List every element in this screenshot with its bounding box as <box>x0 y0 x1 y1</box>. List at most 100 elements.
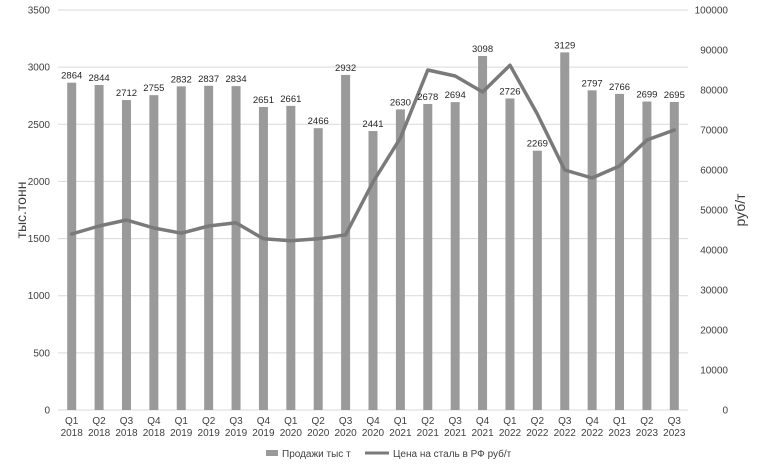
bar <box>505 98 515 410</box>
x-tick-label-quarter: Q1 <box>503 416 517 427</box>
x-tick-label-quarter: Q1 <box>175 416 189 427</box>
x-tick-label-year: 2019 <box>170 428 193 439</box>
left-tick-label: 3500 <box>28 6 51 17</box>
bar <box>450 102 460 410</box>
bar <box>341 74 351 411</box>
left-tick-label: 1000 <box>28 291 51 302</box>
right-tick-label: 60000 <box>700 166 728 177</box>
bar-data-label: 2661 <box>280 94 301 105</box>
x-tick-label-year: 2018 <box>143 428 166 439</box>
bar <box>560 52 570 411</box>
bar-data-label: 2630 <box>390 97 411 108</box>
right-axis-ticks: 0 10000 20000 30000 40000 50000 60000 70000 8000… <box>695 6 729 417</box>
x-tick-label-quarter: Q3 <box>668 416 682 427</box>
legend-bar-swatch <box>266 450 278 456</box>
x-tick-label-year: 2018 <box>61 428 84 439</box>
x-tick-label-year: 2021 <box>389 428 412 439</box>
bar-data-label: 2766 <box>609 82 630 93</box>
bar-data-label: 3129 <box>554 40 575 51</box>
bar-data-label: 2755 <box>143 83 164 94</box>
x-tick-label-year: 2022 <box>526 428 549 439</box>
x-tick-label-quarter: Q4 <box>476 416 490 427</box>
left-tick-label: 2000 <box>28 177 51 188</box>
bar <box>395 109 405 410</box>
bar <box>615 93 625 410</box>
x-tick-label-quarter: Q1 <box>284 416 298 427</box>
bar <box>368 131 378 410</box>
x-tick-label-quarter: Q1 <box>394 416 408 427</box>
x-tick-label-quarter: Q2 <box>92 416 106 427</box>
x-tick-label-year: 2019 <box>198 428 221 439</box>
x-tick-label-year: 2023 <box>608 428 631 439</box>
left-tick-label: 2500 <box>28 120 51 131</box>
left-axis-ticks: 0 500 1000 1500 2000 2500 3000 3500 <box>28 6 51 417</box>
x-tick-label-year: 2022 <box>499 428 522 439</box>
bar <box>149 95 159 411</box>
bar-data-label: 2837 <box>198 74 219 85</box>
x-tick-label-year: 2021 <box>471 428 494 439</box>
x-tick-label-quarter: Q2 <box>312 416 326 427</box>
right-tick-label: 0 <box>722 406 728 417</box>
line-series <box>69 63 677 243</box>
x-tick-label-quarter: Q2 <box>202 416 216 427</box>
bar-data-label: 2834 <box>225 74 246 85</box>
legend-bar-label: Продажи тыс т <box>282 449 351 460</box>
legend: Продажи тыс т Цена на сталь в РФ руб/т <box>266 448 512 460</box>
bar <box>121 100 131 411</box>
x-tick-label-quarter: Q2 <box>531 416 545 427</box>
x-axis-ticks: Q12018Q22018Q32018Q42018Q12019Q22019Q320… <box>61 416 686 439</box>
x-tick-label-year: 2018 <box>88 428 111 439</box>
right-tick-label: 30000 <box>700 286 728 297</box>
left-tick-label: 500 <box>33 348 50 359</box>
right-tick-label: 80000 <box>700 86 728 97</box>
left-tick-label: 1500 <box>28 234 51 245</box>
right-tick-label: 100000 <box>695 6 729 17</box>
bar <box>258 107 268 411</box>
x-tick-label-quarter: Q3 <box>229 416 243 427</box>
bar <box>532 150 542 410</box>
bar <box>204 85 214 411</box>
x-tick-label-year: 2020 <box>362 428 385 439</box>
x-tick-label-quarter: Q4 <box>257 416 271 427</box>
bar-data-label: 2844 <box>89 73 110 84</box>
bar <box>94 84 104 410</box>
bar <box>67 82 77 410</box>
bar-data-label: 3098 <box>472 44 493 55</box>
bar-data-label: 2695 <box>664 90 685 101</box>
bar-data-label: 2269 <box>527 139 548 150</box>
legend-line-label: Цена на сталь в РФ руб/т <box>393 448 512 460</box>
x-tick-label-year: 2023 <box>663 428 686 439</box>
bar <box>478 55 488 410</box>
x-tick-label-year: 2021 <box>444 428 467 439</box>
right-tick-label: 20000 <box>700 326 728 337</box>
x-tick-label-quarter: Q1 <box>613 416 627 427</box>
right-tick-label: 90000 <box>700 46 728 57</box>
x-tick-label-quarter: Q2 <box>640 416 654 427</box>
bar-data-label: 2694 <box>445 90 466 101</box>
x-tick-label-quarter: Q3 <box>449 416 463 427</box>
left-tick-label: 0 <box>44 406 50 417</box>
x-tick-label-quarter: Q4 <box>366 416 380 427</box>
bar-data-label: 2932 <box>335 63 356 74</box>
x-tick-label-year: 2020 <box>334 428 357 439</box>
x-tick-label-quarter: Q1 <box>65 416 79 427</box>
bar-data-label: 2699 <box>636 90 657 101</box>
bar <box>669 102 679 410</box>
x-tick-label-quarter: Q3 <box>558 416 572 427</box>
bar <box>176 86 186 410</box>
bar <box>423 103 433 410</box>
bar <box>231 86 241 410</box>
x-tick-label-year: 2021 <box>417 428 440 439</box>
bar <box>642 101 652 411</box>
bar-data-label: 2651 <box>253 95 274 106</box>
left-axis-title: тыс.тонн <box>13 182 29 239</box>
bars-series <box>67 52 679 411</box>
x-tick-label-year: 2019 <box>225 428 248 439</box>
right-tick-label: 40000 <box>700 246 728 257</box>
right-tick-label: 10000 <box>700 366 728 377</box>
price-line <box>69 63 677 243</box>
bar <box>286 105 296 410</box>
x-tick-label-quarter: Q3 <box>339 416 353 427</box>
